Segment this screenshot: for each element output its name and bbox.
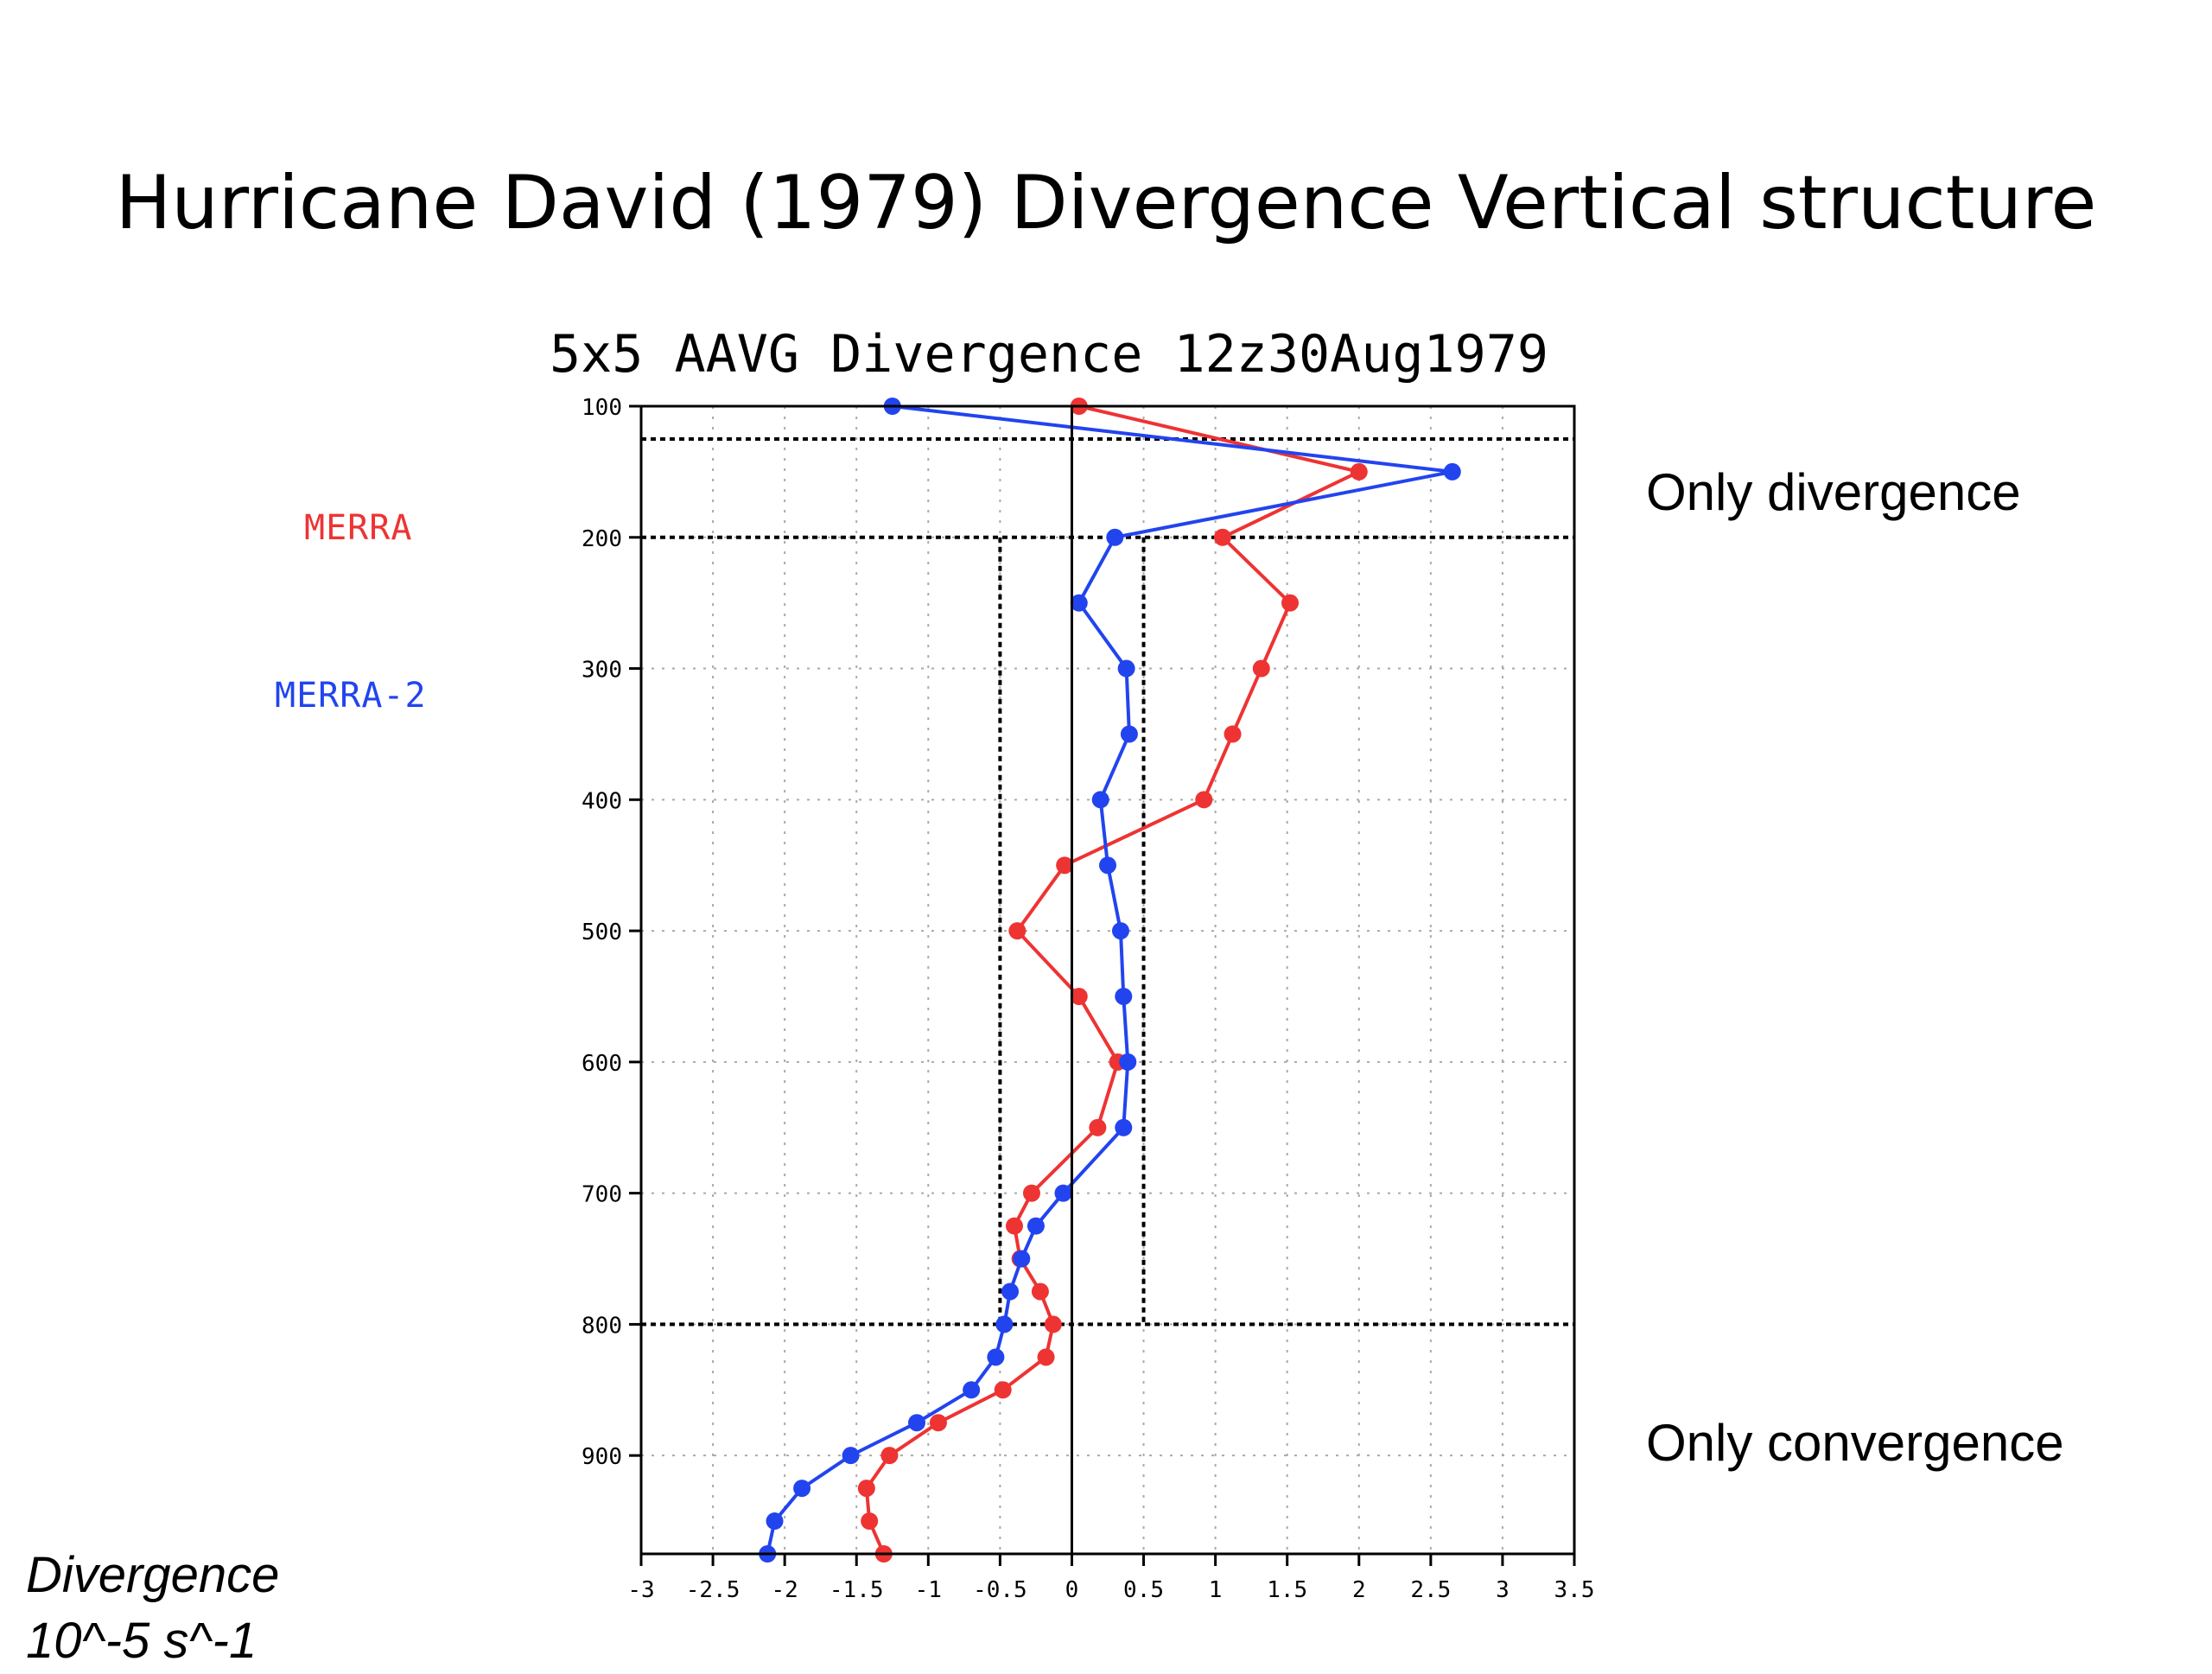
series-merra [857,398,1368,1563]
data-point [1006,1217,1023,1235]
y-tick-label: 700 [582,1182,622,1208]
data-point [880,1447,899,1465]
x-tick-label: -2 [771,1577,798,1603]
annotation-only-convergence: Only convergence [1646,1414,2064,1472]
data-point [842,1447,860,1465]
y-tick-label: 500 [582,920,622,945]
data-point [963,1381,981,1399]
chart-title: 5x5 AAVG Divergence 12z30Aug1979 [550,324,1548,385]
data-point [1089,1118,1107,1136]
grid-lines [641,406,1574,1554]
data-point [987,1348,1005,1366]
data-point [1119,1053,1137,1071]
data-point [1106,528,1124,546]
series-line [766,404,1453,1555]
data-point [1008,922,1027,940]
data-point [1044,1315,1062,1333]
units-label-quantity: Divergence [26,1547,280,1603]
y-tick-label: 300 [582,658,622,684]
data-point [1054,1184,1072,1202]
data-point [1443,462,1461,481]
data-point [929,1414,947,1432]
data-point [1056,856,1074,875]
axis-ticks: -3 -2.5 -2 -1.5 -1 -0.5 0 0.5 1 1.5 2 2.5 3 3.5 100 200… [582,395,1594,1603]
data-point [1117,659,1135,678]
data-point [857,1480,875,1498]
y-tick-label: 900 [582,1444,622,1470]
x-tick-label: 3.5 [1554,1577,1595,1603]
series-layer [759,398,1461,1563]
data-point [793,1480,811,1498]
data-point [1120,725,1138,743]
data-point [908,1414,926,1432]
x-tick-label: 0 [1065,1577,1079,1603]
data-point [1027,1217,1045,1235]
x-tick-label: 3 [1496,1577,1510,1603]
y-tick-label: 400 [582,788,622,814]
data-point [1111,922,1129,940]
data-point [1037,1348,1055,1366]
annotation-only-divergence: Only divergence [1646,463,2021,521]
data-point [994,1381,1012,1399]
series-line [864,404,1364,1555]
data-point [1195,791,1213,809]
data-point [1091,791,1109,809]
x-tick-label: 1 [1209,1577,1223,1603]
reference-lines [641,436,1574,1327]
data-point [1115,1118,1133,1136]
units-label: Divergence 10^-5 s^-1 [26,1543,279,1674]
legend-merra: MERRA [304,508,413,548]
data-point [1099,856,1116,875]
x-tick-label: 0.5 [1123,1577,1164,1603]
data-point [1115,987,1133,1005]
x-tick-label: -3 [627,1577,654,1603]
data-point [1224,725,1242,743]
data-point [1252,659,1270,678]
data-point [1070,594,1088,612]
x-tick-label: 2 [1352,1577,1366,1603]
data-point [1013,1250,1031,1268]
x-tick-label: -0.5 [973,1577,1027,1603]
plot-frame [639,404,1576,1556]
x-tick-label: -1 [915,1577,942,1603]
y-tick-label: 200 [582,526,622,552]
legend-merra-2: MERRA-2 [275,676,427,716]
data-point [766,1512,784,1531]
data-point [1213,528,1231,546]
y-tick-label: 800 [582,1313,622,1339]
y-tick-label: 600 [582,1051,622,1077]
y-tick-label: 100 [582,395,622,421]
data-point [1281,594,1300,612]
data-point [995,1315,1014,1333]
x-tick-label: 2.5 [1410,1577,1451,1603]
data-point [1070,987,1088,1005]
data-point [1022,1184,1040,1202]
slide-title: Hurricane David (1979) Divergence Vertic… [115,160,2097,246]
x-tick-label: -2.5 [686,1577,741,1603]
series-merra-2 [759,398,1461,1563]
units-label-unit: 10^-5 s^-1 [26,1613,257,1669]
x-tick-label: 1.5 [1267,1577,1307,1603]
x-tick-label: -1.5 [830,1577,884,1603]
data-point [1031,1283,1049,1301]
data-point [1350,462,1368,481]
data-point [1001,1283,1020,1301]
data-point [861,1512,879,1531]
